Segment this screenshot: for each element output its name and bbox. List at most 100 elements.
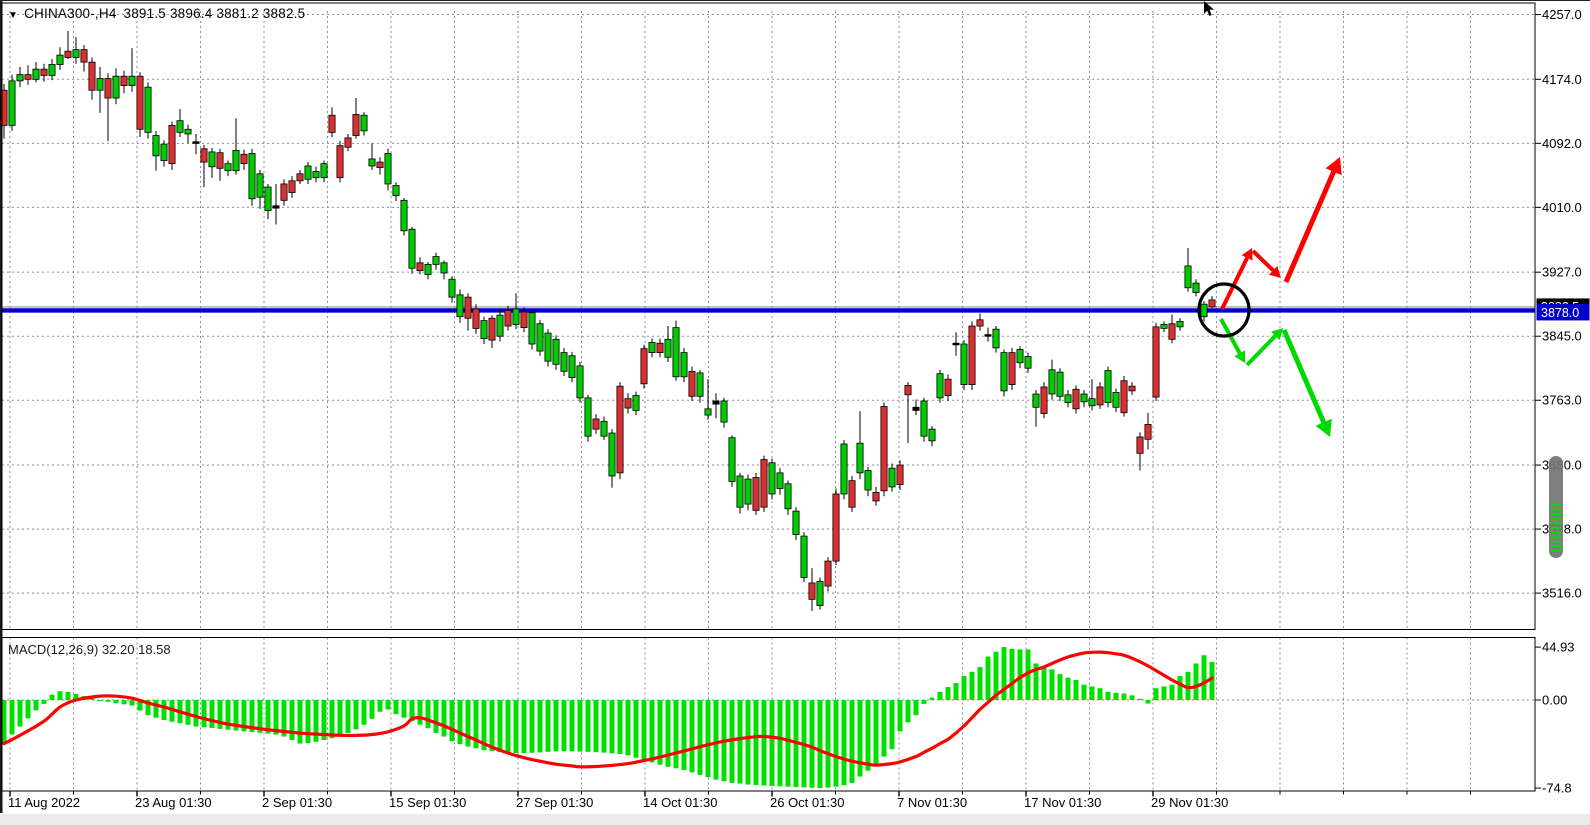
candle-body: [432, 256, 440, 265]
candle-body: [816, 580, 824, 606]
candle-body: [1032, 393, 1040, 408]
macd-histogram-bar: [633, 700, 639, 758]
candle-body: [888, 467, 896, 488]
macd-histogram-bar: [249, 700, 255, 733]
time-axis-label: 14 Oct 01:30: [643, 795, 717, 810]
trend-arrow-up-red-head: [1241, 248, 1253, 261]
macd-signal-line: [2, 650, 1214, 769]
macd-histogram-bar: [673, 700, 679, 769]
candle-body: [88, 61, 96, 91]
candle-body: [728, 437, 736, 482]
chart-dropdown-icon[interactable]: ▼: [8, 10, 19, 21]
candle-body: [1104, 370, 1112, 403]
candle-body: [448, 278, 456, 298]
macd-histogram-bar: [1169, 684, 1175, 700]
macd-histogram-bar: [1081, 684, 1087, 700]
macd-histogram-bar: [161, 700, 167, 721]
candle-body: [248, 153, 256, 200]
breakout-circle-annotation[interactable]: [1197, 282, 1251, 338]
candle-body: [376, 161, 384, 168]
candle-body: [40, 68, 48, 76]
time-axis-label: 17 Nov 01:30: [1024, 795, 1101, 810]
time-axis-label: 15 Sep 01:30: [389, 795, 466, 810]
price-axis-label: 4257.0: [1542, 7, 1582, 22]
candle-body: [56, 54, 64, 65]
macd-histogram-bar: [641, 700, 647, 761]
time-axis-label: 11 Aug 2022: [8, 795, 80, 810]
macd-histogram-bar: [1017, 649, 1023, 700]
candle-body: [400, 199, 408, 232]
candle-body: [952, 342, 960, 346]
candle-body: [968, 325, 976, 386]
macd-histogram-bar: [1161, 686, 1167, 700]
candle-body: [576, 365, 584, 399]
trend-arrow-down-green[interactable]: [1245, 334, 1277, 367]
macd-histogram-bar: [761, 700, 767, 786]
macd-histogram-bar: [425, 700, 431, 729]
macd-histogram-bar: [849, 700, 855, 783]
candle-body: [496, 314, 504, 337]
macd-histogram-bar: [265, 700, 271, 734]
symbol-period-label: CHINA300-,H4: [24, 6, 117, 21]
candle-body: [776, 472, 784, 489]
macd-histogram-bar: [961, 675, 967, 700]
macd-histogram-bar: [369, 700, 375, 719]
scrollbar-thumb[interactable]: [1549, 456, 1563, 558]
trend-arrow-down-green-head: [1234, 350, 1245, 363]
candle-body: [328, 114, 336, 133]
macd-histogram-bar: [1089, 686, 1095, 700]
macd-histogram-bar: [1105, 691, 1111, 700]
candle-body: [1144, 424, 1152, 440]
macd-histogram-bar: [1185, 671, 1191, 700]
macd-histogram-bar: [201, 700, 207, 728]
candle-body: [184, 128, 192, 135]
candle-body: [856, 442, 864, 474]
macd-histogram-bar: [241, 700, 247, 732]
candle-body: [456, 294, 464, 318]
trend-arrow-up-red[interactable]: [1283, 170, 1336, 283]
macd-histogram-bar: [737, 700, 743, 784]
macd-histogram-bar: [625, 700, 631, 756]
candle-body: [472, 308, 480, 329]
candle-body: [504, 310, 512, 327]
macd-histogram-bar: [713, 700, 719, 780]
candle-body: [360, 114, 368, 132]
macd-histogram-bar: [481, 700, 487, 751]
candle-body: [936, 373, 944, 399]
macd-histogram-bar: [73, 693, 79, 700]
macd-histogram-bar: [217, 700, 223, 729]
macd-histogram-bar: [617, 700, 623, 754]
trend-arrow-down-green[interactable]: [1281, 329, 1326, 424]
candle-body: [1080, 393, 1088, 403]
candle-body: [768, 462, 776, 495]
macd-histogram-bar: [393, 700, 399, 715]
macd-histogram-bar: [329, 700, 335, 739]
macd-histogram-bar: [657, 700, 663, 765]
macd-main-value: 32.20: [101, 642, 135, 657]
candle-body: [976, 319, 984, 327]
macd-histogram-bar: [1, 700, 7, 743]
time-axis-label: 23 Aug 01:30: [135, 795, 212, 810]
macd-histogram-bar: [273, 700, 279, 735]
macd-histogram-bar: [505, 700, 511, 753]
candle-body: [720, 400, 728, 423]
macd-histogram-bar: [121, 700, 127, 705]
candle-body: [904, 384, 912, 396]
macd-axis-label: 0.00: [1542, 693, 1567, 708]
candle-body: [1000, 352, 1008, 392]
macd-histogram-bar: [57, 691, 63, 700]
trend-arrow-up-red[interactable]: [1251, 249, 1275, 272]
trend-arrow-up-red[interactable]: [1220, 256, 1249, 310]
candle-body: [152, 135, 160, 157]
candle-body: [464, 296, 472, 319]
candle-body: [544, 332, 552, 362]
candle-body: [1120, 380, 1128, 414]
macd-histogram-bar: [585, 700, 591, 752]
macd-histogram-bar: [969, 671, 975, 700]
macd-histogram-bar: [25, 700, 31, 719]
blue-horizontal-line[interactable]: [2, 308, 1535, 313]
candle-body: [872, 491, 880, 502]
candle-body: [680, 352, 688, 378]
